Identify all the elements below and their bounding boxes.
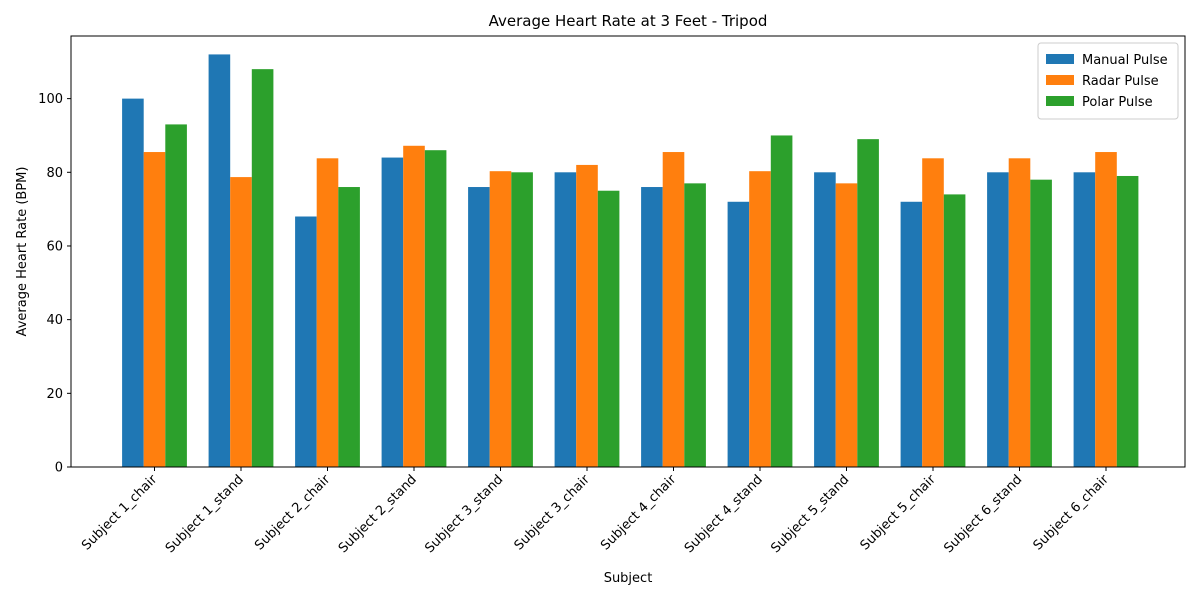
x-tick-label: Subject 5_stand <box>768 472 852 556</box>
bar-radar-pulse-4 <box>489 171 512 467</box>
bar-manual-pulse-0 <box>122 98 144 468</box>
bar-manual-pulse-2 <box>295 216 317 467</box>
bar-manual-pulse-4 <box>468 187 490 467</box>
bar-polar-pulse-8 <box>857 139 879 467</box>
bar-polar-pulse-7 <box>770 135 793 467</box>
x-tick-label: Subject 3_stand <box>422 472 506 556</box>
y-tick-label: 0 <box>55 461 63 476</box>
y-tick-label: 40 <box>46 313 63 328</box>
bar-manual-pulse-10 <box>987 172 1009 468</box>
x-tick-label: Subject 2_chair <box>252 472 334 554</box>
bar-radar-pulse-11 <box>1095 152 1117 468</box>
y-tick-label: 100 <box>38 92 63 107</box>
x-tick-label: Subject 1_chair <box>79 472 161 554</box>
x-tick-label: Subject 2_stand <box>336 472 420 556</box>
bar-polar-pulse-2 <box>338 187 360 467</box>
bars-layer <box>122 54 1139 468</box>
bar-radar-pulse-10 <box>1008 158 1031 468</box>
legend-label: Polar Pulse <box>1082 95 1153 110</box>
chart-title: Average Heart Rate at 3 Feet - Tripod <box>489 12 768 30</box>
bar-radar-pulse-8 <box>835 183 858 467</box>
bar-polar-pulse-1 <box>251 69 274 468</box>
x-axis-label: Subject <box>604 571 653 586</box>
bar-radar-pulse-7 <box>749 171 771 467</box>
x-tick-label: Subject 3_chair <box>512 472 594 554</box>
bar-radar-pulse-5 <box>576 164 598 467</box>
bar-manual-pulse-5 <box>554 172 577 468</box>
bar-radar-pulse-2 <box>316 158 339 468</box>
bar-radar-pulse-1 <box>230 177 252 467</box>
bar-manual-pulse-11 <box>1073 172 1096 468</box>
bar-radar-pulse-0 <box>143 152 166 468</box>
bar-polar-pulse-11 <box>1116 175 1139 468</box>
bar-polar-pulse-10 <box>1030 179 1052 468</box>
legend-label: Manual Pulse <box>1082 53 1168 68</box>
bar-manual-pulse-6 <box>641 187 663 467</box>
y-axis-label: Average Heart Rate (BPM) <box>15 167 30 337</box>
x-tick-label: Subject 4_chair <box>598 472 680 554</box>
bar-manual-pulse-7 <box>727 201 750 467</box>
x-axis: Subject 1_chair Subject 1_stand Subject 2_… <box>79 467 1112 556</box>
bar-manual-pulse-1 <box>208 54 231 468</box>
x-tick-label: Subject 4_stand <box>682 472 766 556</box>
bar-polar-pulse-0 <box>165 124 187 467</box>
legend-swatch <box>1046 75 1074 85</box>
legend-swatch <box>1046 54 1074 64</box>
bar-manual-pulse-9 <box>900 201 923 467</box>
x-tick-label: Subject 6_stand <box>941 472 1025 556</box>
bar-polar-pulse-3 <box>424 150 447 467</box>
y-tick-label: 20 <box>46 387 63 402</box>
bar-polar-pulse-5 <box>597 190 620 467</box>
y-tick-label: 80 <box>46 166 63 181</box>
x-tick-label: Subject 6_chair <box>1031 472 1113 554</box>
bar-radar-pulse-6 <box>662 152 685 468</box>
legend: Manual Pulse Radar Pulse Polar Pulse <box>1037 42 1179 120</box>
bar-radar-pulse-3 <box>403 145 425 467</box>
bar-radar-pulse-9 <box>922 158 944 468</box>
plot-frame <box>70 35 1186 468</box>
legend-label: Radar Pulse <box>1082 74 1159 89</box>
bar-polar-pulse-4 <box>511 172 533 468</box>
bar-manual-pulse-8 <box>814 172 836 468</box>
bar-polar-pulse-6 <box>684 183 706 467</box>
legend-swatch <box>1046 96 1074 106</box>
x-tick-label: Subject 1_stand <box>163 472 247 556</box>
y-axis: 0 20 40 60 80 100 <box>38 92 71 476</box>
bar-polar-pulse-9 <box>943 194 966 467</box>
y-tick-label: 60 <box>46 239 63 254</box>
x-tick-label: Subject 5_chair <box>858 472 940 554</box>
bar-manual-pulse-3 <box>381 157 404 467</box>
